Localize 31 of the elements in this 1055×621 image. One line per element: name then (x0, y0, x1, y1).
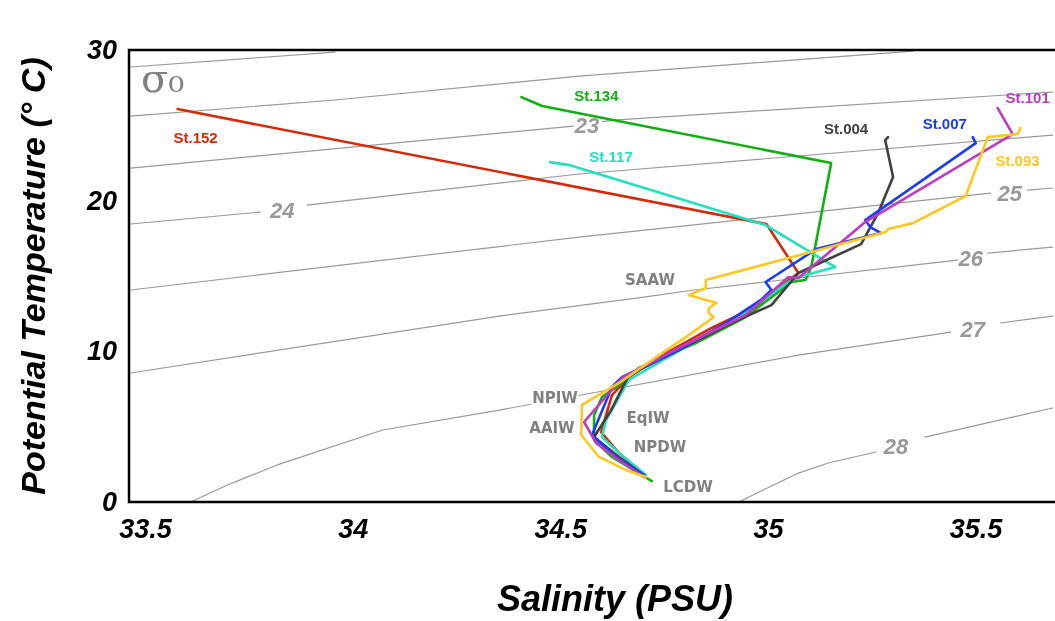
x-tick-label: 33.5 (119, 514, 173, 544)
series-label: St.093 (995, 151, 1040, 169)
x-tick-label: 35 (753, 514, 785, 544)
series-label: 25 (996, 181, 1023, 207)
series-label: St.117 (589, 147, 633, 165)
x-tick-label: 34 (338, 514, 369, 544)
series-label: St.007 (922, 114, 967, 132)
x-tick-label: 35.5 (949, 514, 1004, 544)
series-label: St.134 (574, 86, 620, 104)
annotation: σ₀ (141, 55, 185, 101)
y-tick-label: 0 (101, 487, 117, 517)
y-tick-label: 10 (86, 336, 117, 367)
annotation: SAAW (625, 271, 676, 289)
line-series (130, 50, 914, 117)
series-label: 24 (268, 198, 295, 224)
series-label: St.101 (1005, 88, 1050, 106)
y-axis-title: Potential Temperature (° C) (14, 57, 52, 495)
y-tick-label: 20 (85, 185, 117, 216)
series-label: 27 (959, 317, 987, 343)
annotation: AAIW (529, 419, 576, 437)
annotation: LCDW (663, 478, 714, 496)
x-tick-label: 34.5 (534, 514, 589, 544)
y-tick-label: 30 (86, 35, 117, 65)
series-label: St.004 (823, 119, 869, 137)
series-label: 28 (882, 434, 909, 460)
annotation: EqIW (626, 409, 670, 427)
series-label: St.152 (173, 128, 218, 146)
series-label: 26 (957, 246, 984, 272)
annotation: NPDW (633, 438, 687, 456)
series-label: 23 (573, 113, 600, 139)
x-axis-title: Salinity (PSU) (496, 578, 734, 619)
